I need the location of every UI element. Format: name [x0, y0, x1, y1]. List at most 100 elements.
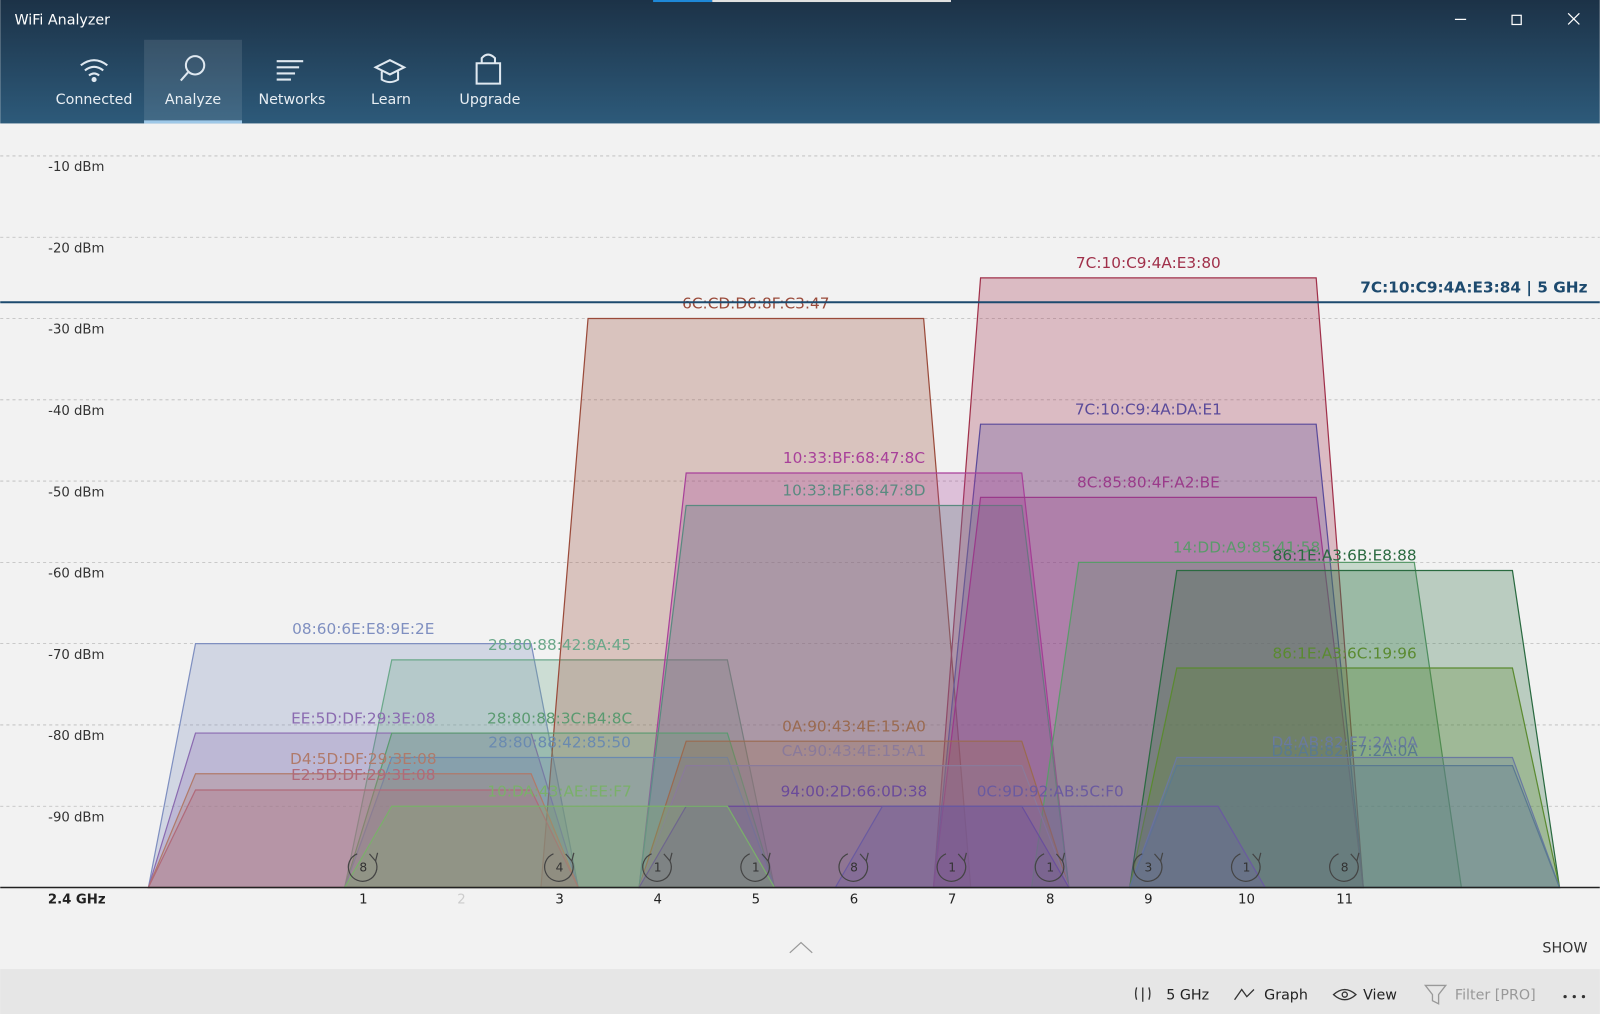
more-dot[interactable] [1563, 995, 1567, 999]
network-label[interactable]: 0A:90:43:4E:15:A0 [782, 717, 926, 735]
network-label[interactable]: 7C:10:C9:4A:DA:E1 [1075, 400, 1222, 418]
network-label[interactable]: 0C:9D:92:AB:5C:F0 [977, 782, 1124, 800]
network-label[interactable]: EE:5D:DF:29:3E:08 [291, 709, 435, 727]
channel-badge[interactable] [936, 853, 967, 882]
channel-count: 3 [1144, 861, 1152, 875]
y-tick-label: -10 dBm [48, 160, 104, 175]
network-label[interactable]: 8C:85:80:4F:A2:BE [1077, 474, 1220, 492]
channel-badge[interactable] [347, 853, 378, 882]
toolbar-button[interactable]: Filter [PRO] [1455, 988, 1536, 1004]
tab-selected-underline [144, 120, 242, 124]
channel-count: 1 [1243, 861, 1251, 875]
channel-badge[interactable] [1034, 853, 1065, 882]
tab-selected-bg[interactable] [144, 39, 242, 124]
toolbar-button[interactable]: View [1363, 988, 1397, 1004]
progress-track [712, 0, 951, 3]
network-label[interactable]: D8:AB:82:F7:2A:0A [1271, 742, 1418, 760]
show-button[interactable]: SHOW [1542, 941, 1587, 957]
nav-tab[interactable]: Connected [56, 92, 133, 108]
icon-graph [1234, 988, 1255, 1001]
more-dot[interactable] [1572, 995, 1576, 999]
y-tick-label: -50 dBm [48, 485, 104, 500]
x-tick-label: 6 [850, 893, 858, 908]
nav-tab[interactable]: Analyze [165, 92, 221, 108]
channel-badge[interactable] [1230, 853, 1261, 882]
y-tick-label: -40 dBm [48, 404, 104, 419]
network-label[interactable]: D4:5D:DF:29:3E:08 [290, 750, 437, 768]
nav-tab[interactable]: Learn [371, 92, 411, 108]
channel-count: 8 [359, 861, 367, 875]
network-label[interactable]: 6C:CD:D6:8F:C3:47 [682, 295, 829, 313]
toolbar: 5 GHz Graph View Filter [PRO] [1166, 988, 1535, 1004]
network-label[interactable]: 28:80:88:42:8A:45 [488, 636, 631, 654]
network-label[interactable]: 86:1E:A3:6B:E8:88 [1273, 547, 1417, 565]
network-label[interactable]: CA:90:43:4E:15:A1 [782, 742, 927, 760]
network-label[interactable]: 10:33:BF:68:47:8C [783, 449, 925, 467]
network-label[interactable]: 08:60:6E:E8:9E:2E [292, 620, 434, 638]
channel-badge-arrow [1055, 852, 1066, 863]
network-area[interactable] [834, 805, 1267, 889]
channel-badge-arrow [1350, 852, 1360, 863]
close[interactable] [1567, 12, 1580, 25]
y-tick-label: -70 dBm [48, 648, 104, 663]
channel-badge[interactable] [1132, 853, 1163, 882]
network-label[interactable]: 86:1E:A3:6C:19:96 [1273, 644, 1417, 662]
more-button[interactable] [1563, 995, 1586, 999]
icon-dot [91, 77, 97, 83]
toolbar-button[interactable]: Graph [1264, 988, 1308, 1004]
network-label[interactable]: 7C:10:C9:4A:E3:80 [1076, 254, 1221, 272]
network-label[interactable]: D4:AB:82:F7:2A:0A [1271, 734, 1418, 752]
icon-view [1332, 988, 1357, 1001]
icon-upgrade [475, 53, 502, 85]
nav-bar: Connected Analyze Networks Learn Upgrade [56, 39, 521, 124]
network-label[interactable]: E2:5D:DF:29:3E:08 [291, 766, 435, 784]
nav-tab[interactable]: Upgrade [459, 92, 520, 108]
channel-badge-arrow [1252, 852, 1262, 863]
network-label[interactable]: 10:DA:43:AE:EE:F7 [487, 782, 631, 800]
channel-badge-arrow [761, 852, 771, 863]
y-tick-label: -60 dBm [48, 567, 104, 582]
nav-icons [80, 53, 502, 85]
network-label[interactable]: 14:DD:A9:85:41:58 [1173, 539, 1320, 557]
toolbar-icons [1134, 984, 1448, 1005]
x-tick-label: 7 [948, 893, 956, 908]
network-label[interactable]: 10:33:BF:68:47:8D [782, 482, 925, 500]
channel-count: 4 [556, 861, 564, 875]
network-area[interactable] [343, 805, 776, 889]
network-label[interactable]: 28:80:88:42:85:50 [488, 734, 631, 752]
reference-label: 7C:10:C9:4A:E3:84 | 5 GHz [1360, 278, 1587, 297]
window-controls[interactable] [1454, 12, 1580, 26]
command-bar [0, 969, 1600, 1014]
window-title: WiFi Analyzer [15, 12, 111, 28]
nav-tab[interactable]: Networks [258, 92, 325, 108]
icon-analyze [184, 55, 206, 76]
x-tick-label: 8 [1046, 893, 1054, 908]
more-dot[interactable] [1581, 995, 1586, 999]
channel-badge[interactable] [740, 853, 771, 882]
channel-count: 1 [1046, 861, 1054, 875]
icon-analyze-handle [180, 71, 189, 82]
channel-badge[interactable] [544, 853, 574, 882]
network-label[interactable]: 28:80:88:3C:B4:8C [487, 709, 632, 727]
restore[interactable] [1511, 14, 1522, 26]
toolbar-button[interactable]: 5 GHz [1166, 988, 1209, 1004]
channel-count: 1 [654, 861, 662, 875]
network-label[interactable]: 94:00:2D:66:0D:38 [781, 782, 928, 800]
x-tick-label: 10 [1238, 893, 1255, 908]
channel-count: 8 [1341, 861, 1349, 875]
channel-count: 1 [752, 861, 760, 875]
channel-count: 8 [850, 861, 858, 875]
y-tick-label: -80 dBm [48, 729, 104, 744]
expand-chevron[interactable] [789, 941, 813, 954]
channel-badge-arrow [859, 852, 869, 863]
channel-badge[interactable] [838, 853, 869, 882]
icon-filter [1423, 984, 1448, 1005]
band-label: 2.4 GHz [48, 893, 106, 908]
x-tick-label: 4 [653, 893, 661, 908]
icon-learn [373, 59, 407, 84]
channel-badge[interactable] [642, 853, 672, 882]
icon-connected [80, 59, 108, 77]
channel-badge[interactable] [1329, 853, 1359, 882]
x-tick-label: 11 [1336, 893, 1353, 908]
